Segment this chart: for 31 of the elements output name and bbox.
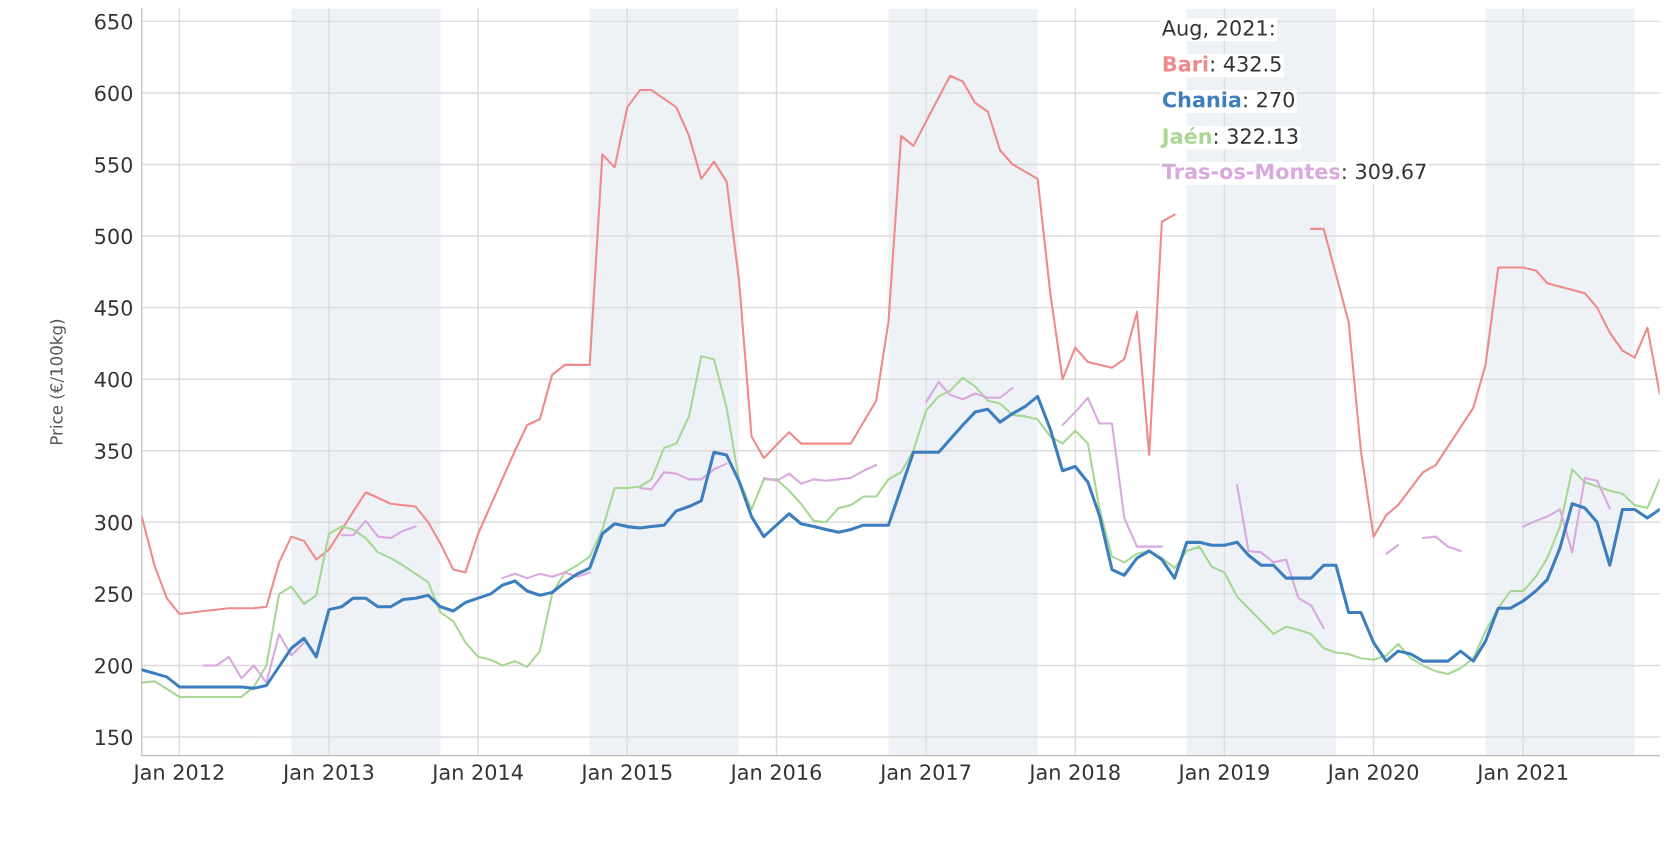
annotation: : 270 bbox=[1244, 91, 1295, 108]
y-tick-label: 500 bbox=[95, 228, 133, 245]
y-tick-label: 600 bbox=[95, 85, 133, 102]
x-tick-label: Jan 2017 bbox=[879, 764, 971, 784]
x-tick-label: Jan 2014 bbox=[431, 764, 523, 784]
x-tick-label: Jan 2020 bbox=[1326, 764, 1419, 784]
y-tick-label: 150 bbox=[95, 729, 133, 746]
x-tick-label: Jan 2016 bbox=[729, 764, 822, 784]
y-tick-label: 200 bbox=[95, 657, 133, 674]
x-tick-label: Jan 2019 bbox=[1177, 764, 1269, 784]
x-tick-label: Jan 2018 bbox=[1028, 764, 1120, 784]
x-tick-label: Jan 2021 bbox=[1476, 764, 1568, 784]
text: Bari bbox=[1163, 55, 1208, 72]
y-tick-label: 400 bbox=[94, 371, 133, 388]
y-tick-label: 550 bbox=[95, 156, 133, 173]
y-tick-label: 650 bbox=[95, 13, 133, 30]
x-tick-label: Jan 2012 bbox=[132, 764, 224, 784]
x-tick-label: Jan 2015 bbox=[580, 764, 672, 784]
text: Jaén bbox=[1160, 127, 1211, 148]
annotation: Aug, 2021: bbox=[1161, 20, 1274, 40]
y-tick-label: 300 bbox=[95, 514, 133, 531]
annotation: : 309.67 bbox=[1343, 163, 1426, 180]
x-tick-label: Jan 2013 bbox=[282, 764, 374, 784]
annotation: : 432.5 bbox=[1211, 55, 1281, 72]
y-axis-title: Price (€/100kg) bbox=[49, 319, 66, 445]
annotation: : 322.13 bbox=[1215, 128, 1298, 145]
text: Chania bbox=[1162, 91, 1241, 108]
y-tick-label: 450 bbox=[94, 300, 133, 316]
y-tick-label: 350 bbox=[95, 443, 133, 459]
y-tick-label: 250 bbox=[95, 586, 133, 603]
text: Tras-os-Montes bbox=[1161, 163, 1340, 180]
